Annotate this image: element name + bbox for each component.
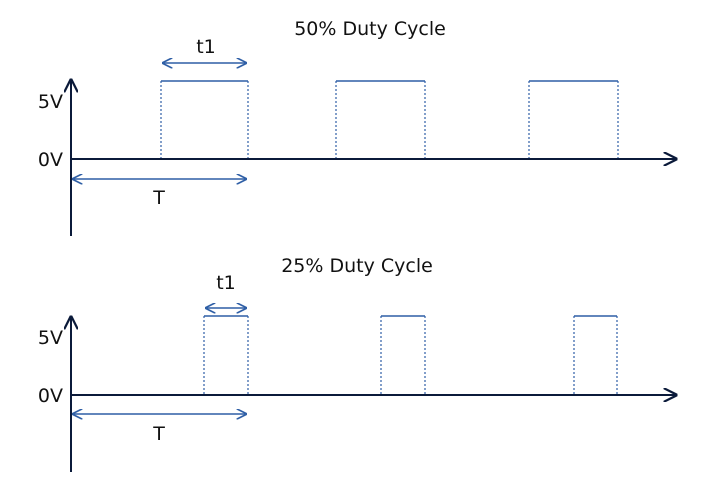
pulse-width-label: t1 <box>196 36 216 58</box>
pulse <box>203 315 249 394</box>
low-level-label: 0V <box>38 385 63 407</box>
pulse <box>160 80 249 158</box>
diagram-title: 50% Duty Cycle <box>294 18 446 40</box>
diagram-50-percent: 50% Duty Cycle 5V 0V t1 T <box>38 18 676 236</box>
pulse <box>528 80 619 158</box>
pulse-width-label: t1 <box>216 272 236 294</box>
pulse <box>380 315 426 394</box>
pulse <box>335 80 426 158</box>
high-level-label: 5V <box>38 91 63 113</box>
pulse <box>573 315 618 394</box>
diagram-title: 25% Duty Cycle <box>281 255 433 277</box>
high-level-label: 5V <box>38 327 63 349</box>
low-level-label: 0V <box>38 149 63 171</box>
period-label: T <box>152 423 165 445</box>
period-label: T <box>152 187 165 209</box>
diagram-25-percent: 25% Duty Cycle 5V 0V t1 T <box>38 255 676 472</box>
